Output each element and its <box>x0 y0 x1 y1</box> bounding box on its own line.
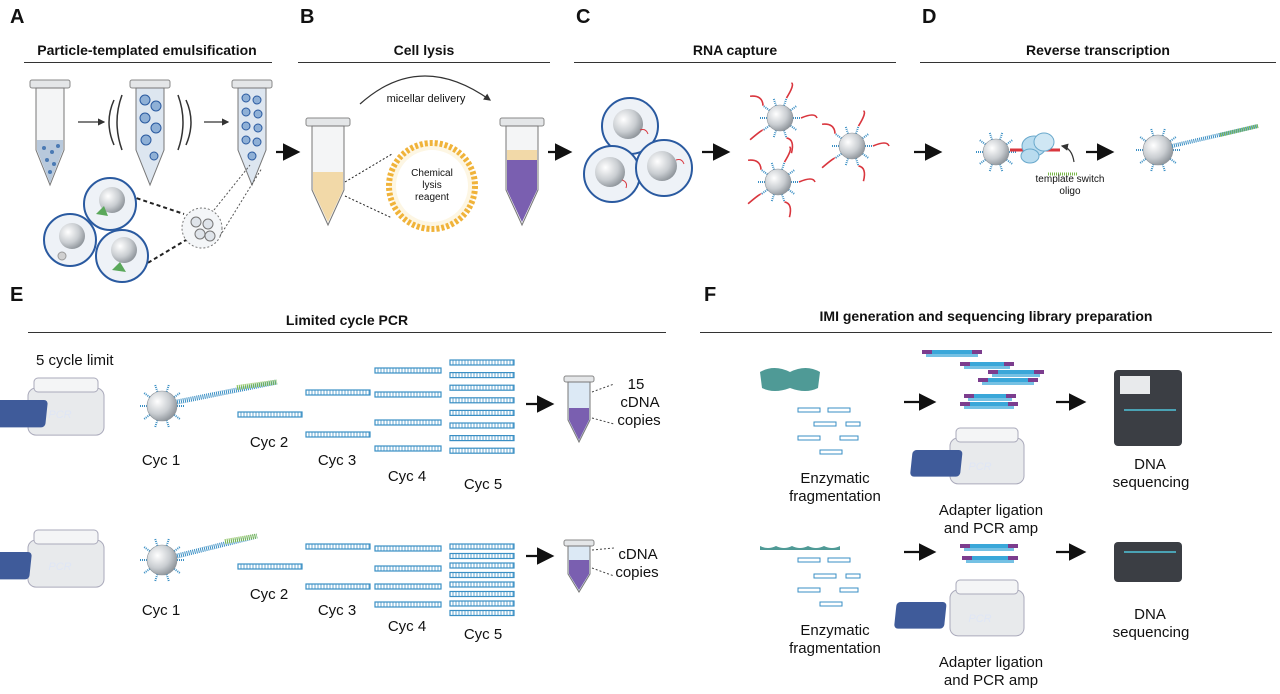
sequencing-label: sequencing <box>1112 624 1190 641</box>
cycle-label: Cyc 1 <box>141 602 181 619</box>
lysate-tube-icon <box>499 117 545 227</box>
cycle-label: Cyc 3 <box>317 602 357 619</box>
adapter-fragments <box>922 350 1044 563</box>
fragmentase-icon <box>760 368 820 391</box>
sequencing-label: DNA <box>1134 606 1166 623</box>
panel-b-graphics <box>305 75 573 232</box>
sequencing-label: sequencing <box>1112 474 1190 491</box>
cycle-label: Cyc 2 <box>249 434 289 451</box>
pcr-bead-icon <box>139 379 278 429</box>
panel-b-title: Cell lysis <box>393 42 455 58</box>
panel-b-letter: B <box>300 6 315 28</box>
cycle-label: Cyc 4 <box>387 468 427 485</box>
tube-icon <box>29 79 71 187</box>
cycle-label: Cyc 2 <box>249 586 289 603</box>
ligation-label: and PCR amp <box>943 520 1039 537</box>
fragmentation-label: fragmentation <box>789 488 881 505</box>
cycle-label: Cyc 5 <box>463 476 503 493</box>
panel-c-title: RNA capture <box>692 42 778 58</box>
sequencer-icon <box>1114 370 1182 446</box>
pcr-bead-icon <box>139 533 258 583</box>
droplet-bead-icon <box>43 177 149 283</box>
copies-count: 15 <box>627 376 645 393</box>
copies-label: cDNA <box>618 546 658 563</box>
panel-f-rule <box>700 332 1272 333</box>
panel-e-title: Limited cycle PCR <box>285 312 409 328</box>
panel-a-title: Particle-templated emulsification <box>37 42 257 58</box>
amplicon-strands <box>237 359 515 617</box>
cdna-tube-icon <box>563 539 615 593</box>
pcr-screen-text: PCR <box>968 461 992 473</box>
ligation-label: Adapter ligation <box>938 654 1044 671</box>
panel-b-rule <box>298 62 550 63</box>
sequencing-label: DNA <box>1134 456 1166 473</box>
pcr-screen-text: PCR <box>48 409 72 421</box>
panel-e-letter: E <box>10 284 24 306</box>
cycle-label: Cyc 3 <box>317 452 357 469</box>
pcr-machine-icon <box>0 529 105 588</box>
pcr-machine-icon <box>0 377 105 436</box>
micellar-delivery-label: micellar delivery <box>386 93 466 105</box>
captured-beads-icon <box>747 82 890 218</box>
panel-d-title: Reverse transcription <box>1026 42 1170 58</box>
copies-label: copies <box>617 412 661 429</box>
copies-label: cDNA <box>620 394 660 411</box>
panel-f-title: IMI generation and sequencing library pr… <box>819 308 1153 324</box>
fragmentation-label: Enzymatic <box>800 622 870 639</box>
ligation-label: Adapter ligation <box>938 502 1044 519</box>
rt-bead-icon <box>975 131 1017 173</box>
fragmentation-label: fragmentation <box>789 640 881 657</box>
cycle-label: Cyc 1 <box>141 452 181 469</box>
panel-a-graphics <box>29 79 301 283</box>
panel-e-rule <box>28 332 666 333</box>
panel-c-letter: C <box>576 6 591 28</box>
sequencer-icon <box>1114 542 1182 582</box>
droplet-zoom-icon <box>181 207 223 249</box>
media-tube-icon <box>305 117 351 227</box>
panel-d-rule <box>920 62 1276 63</box>
pcr-screen-text: PCR <box>48 561 72 573</box>
cycle-limit-label: 5 cycle limit <box>36 352 114 369</box>
ligation-label: and PCR amp <box>943 672 1039 689</box>
vortex-tube-icon <box>108 79 192 187</box>
emulsion-tube-icon <box>231 79 273 187</box>
cycle-label: Cyc 4 <box>387 618 427 635</box>
dna-fragments <box>797 407 861 607</box>
panel-e-graphics <box>0 359 615 617</box>
pcr-machine-icon <box>894 579 1025 637</box>
panel-f-graphics <box>760 350 1182 637</box>
micellar-delivery-arrow <box>359 75 491 105</box>
panel-a-rule <box>24 62 272 63</box>
capture-droplets-icon <box>583 97 693 203</box>
panel-d-graphics <box>975 124 1259 176</box>
pcr-machine-icon <box>910 427 1025 485</box>
panel-a-letter: A <box>10 6 25 28</box>
cycle-label: Cyc 5 <box>463 626 503 643</box>
cdna-tube-icon <box>563 375 615 444</box>
panel-d-letter: D <box>922 6 937 28</box>
fragmentase-icon <box>760 546 840 550</box>
reverse-transcriptase-icon <box>1020 132 1055 164</box>
panel-f-letter: F <box>704 284 717 306</box>
copies-label: copies <box>615 564 659 581</box>
micelle-icon <box>386 140 478 232</box>
fragmentation-label: Enzymatic <box>800 470 870 487</box>
template-switch-oligo-label: template switch oligo <box>1035 174 1105 197</box>
lysis-reagent-label: Chemical lysis reagent <box>411 168 453 203</box>
cdna-bead-icon <box>1135 127 1181 173</box>
panel-c-graphics <box>583 82 943 218</box>
panel-c-rule <box>574 62 896 63</box>
pcr-screen-text: PCR <box>968 613 992 625</box>
